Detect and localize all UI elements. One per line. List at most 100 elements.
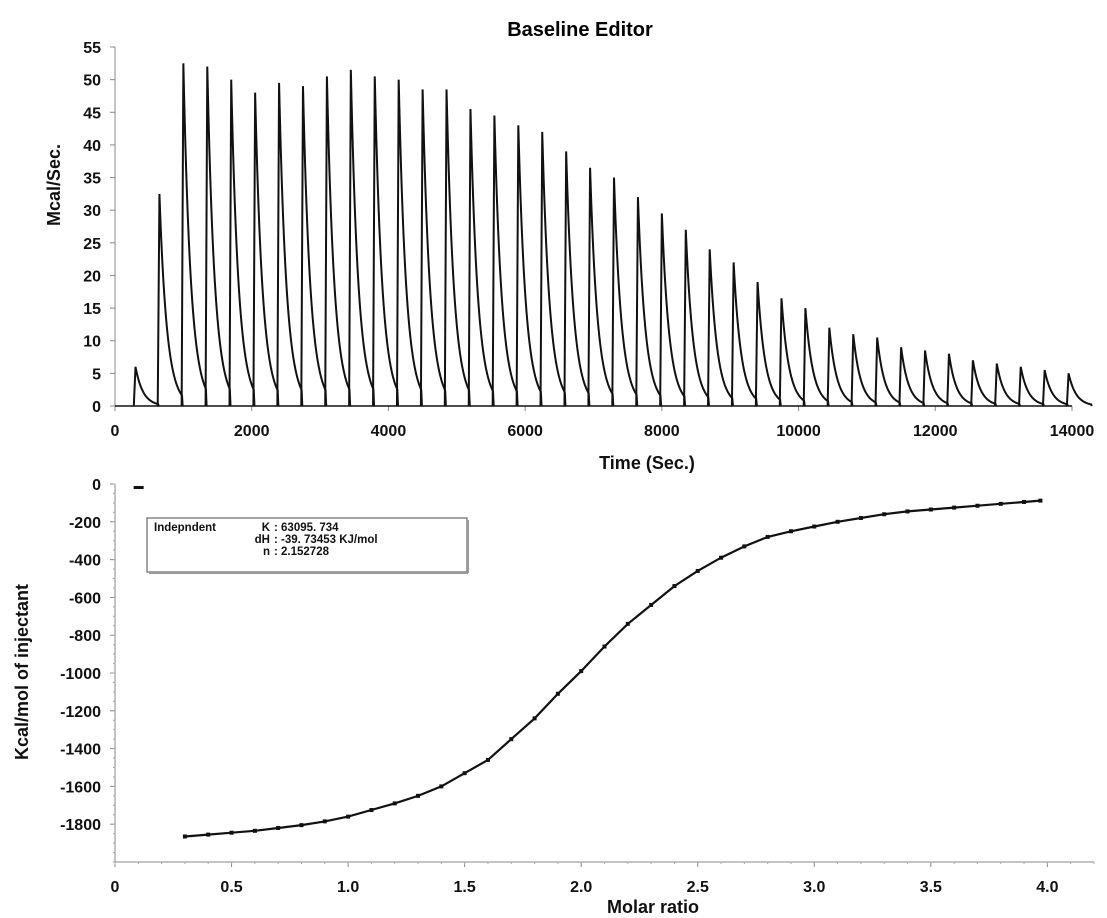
top-chart: Baseline Editor 0 5 10 15 20 25 30 35 40 45 50 55 0… bbox=[44, 19, 1094, 473]
data-point bbox=[602, 644, 607, 649]
bottom-y-tick-label: -1000 bbox=[60, 666, 101, 683]
injection-peak bbox=[180, 63, 208, 407]
data-point bbox=[276, 825, 281, 830]
bottom-x-ticks: 0 0.5 1.0 1.5 2.0 2.5 3.0 3.5 4.0 bbox=[111, 862, 1095, 896]
top-y-tick-label: 0 bbox=[92, 399, 101, 416]
top-series bbox=[115, 63, 1093, 407]
fit-param-n-key: n bbox=[263, 546, 270, 558]
data-point bbox=[182, 834, 187, 839]
top-y-tick-label: 5 bbox=[92, 366, 101, 383]
top-y-tick-label: 55 bbox=[83, 40, 101, 57]
top-y-tick-label: 15 bbox=[83, 301, 101, 318]
injection-peak bbox=[467, 108, 495, 407]
data-point bbox=[742, 544, 747, 549]
data-point bbox=[462, 771, 467, 776]
data-point bbox=[882, 512, 887, 517]
injection-peak bbox=[754, 281, 782, 407]
injection-peak bbox=[874, 337, 902, 407]
bottom-x-axis-label: Molar ratio bbox=[607, 897, 699, 917]
top-y-tick-label: 30 bbox=[83, 203, 101, 220]
data-point bbox=[439, 784, 444, 789]
top-y-tick-label: 20 bbox=[83, 268, 101, 285]
top-x-tick-label: 8000 bbox=[644, 423, 680, 440]
data-point bbox=[719, 555, 724, 560]
top-y-tick-label: 50 bbox=[83, 73, 101, 90]
injection-peak bbox=[372, 76, 399, 407]
bottom-x-tick-label: 2.5 bbox=[687, 879, 709, 896]
injection-peak bbox=[300, 86, 328, 407]
injection-peak bbox=[443, 89, 471, 407]
injection-peak bbox=[563, 151, 591, 407]
injection-peak bbox=[898, 347, 926, 407]
fit-param-k-key: K bbox=[262, 522, 271, 534]
data-point bbox=[579, 669, 584, 674]
top-x-tick-label: 12000 bbox=[913, 423, 958, 440]
injection-peak bbox=[802, 308, 830, 407]
injection-peak bbox=[539, 131, 567, 407]
top-x-axis-label: Time (Sec.) bbox=[599, 453, 695, 473]
injection-peak bbox=[922, 350, 950, 407]
data-point bbox=[905, 509, 910, 514]
bottom-y-tick-label: -800 bbox=[69, 628, 101, 645]
data-point bbox=[555, 691, 560, 696]
bottom-y-ticks: 0 -200 -400 -600 -800 -1000 -1200 -1400 -1600 -18… bbox=[60, 477, 115, 863]
fit-curve bbox=[184, 499, 1041, 838]
data-point bbox=[532, 716, 537, 721]
injection-peak bbox=[395, 79, 423, 407]
bottom-chart: 0 -200 -400 -600 -800 -1000 -1200 -1400 -1600 -18… bbox=[12, 477, 1095, 917]
chart-title: Baseline Editor bbox=[507, 19, 653, 41]
bottom-y-tick-label: -400 bbox=[69, 553, 101, 570]
fit-param-dh-value: : -39. 73453 KJ/mol bbox=[274, 534, 378, 546]
data-point bbox=[625, 621, 630, 626]
data-point bbox=[392, 801, 397, 806]
bottom-x-tick-label: 1.5 bbox=[454, 879, 476, 896]
data-point bbox=[952, 505, 957, 510]
injection-peak bbox=[730, 262, 758, 407]
bottom-y-tick-label: -1600 bbox=[60, 779, 101, 796]
injection-peak bbox=[1065, 373, 1093, 407]
data-point bbox=[1022, 499, 1027, 504]
data-point bbox=[998, 501, 1003, 506]
injection-peak bbox=[132, 366, 160, 407]
bottom-y-tick-label: 0 bbox=[92, 477, 101, 494]
data-point bbox=[928, 507, 933, 512]
data-point bbox=[695, 568, 700, 573]
fit-param-n-value: : 2.152728 bbox=[274, 546, 330, 558]
data-point bbox=[485, 757, 490, 762]
top-x-tick-label: 10000 bbox=[776, 423, 821, 440]
top-x-tick-label: 6000 bbox=[507, 423, 543, 440]
injection-peak bbox=[348, 69, 376, 407]
bottom-x-tick-label: 0.5 bbox=[220, 879, 242, 896]
bottom-y-tick-label: -1800 bbox=[60, 817, 101, 834]
data-point bbox=[229, 830, 234, 835]
bottom-x-tick-label: 1.0 bbox=[337, 879, 359, 896]
bottom-y-axis-label: Kcal/mol of injectant bbox=[12, 584, 32, 760]
data-point bbox=[322, 819, 327, 824]
injection-peak bbox=[946, 353, 974, 407]
injection-peak bbox=[1041, 369, 1069, 407]
injection-peak bbox=[324, 76, 352, 407]
injection-peak bbox=[706, 249, 734, 407]
bottom-x-tick-label: 3.0 bbox=[803, 879, 825, 896]
injection-peak bbox=[970, 360, 998, 407]
bottom-x-tick-label: 4.0 bbox=[1036, 879, 1058, 896]
origin-marker bbox=[133, 486, 144, 489]
injection-peak bbox=[228, 79, 256, 407]
fit-param-dh-key: dH bbox=[255, 534, 270, 546]
top-x-tick-label: 2000 bbox=[234, 423, 270, 440]
bottom-x-tick-label: 3.5 bbox=[920, 879, 942, 896]
top-x-tick-label: 0 bbox=[111, 423, 120, 440]
injection-peak bbox=[515, 125, 543, 407]
data-point bbox=[369, 808, 374, 813]
data-point bbox=[416, 793, 421, 798]
fit-parameters-box: Indepndent K : 63095. 734 dH : -39. 7345… bbox=[146, 517, 469, 574]
top-y-axis-label: Mcal/Sec. bbox=[44, 144, 64, 226]
top-x-ticks: 0 2000 4000 6000 8000 10000 12000 14000 bbox=[111, 406, 1094, 440]
injection-peak bbox=[826, 327, 854, 407]
top-y-tick-label: 10 bbox=[83, 334, 101, 351]
bottom-y-tick-label: -1400 bbox=[60, 742, 101, 759]
data-point bbox=[765, 534, 770, 539]
injection-peak bbox=[850, 334, 878, 407]
data-point bbox=[346, 814, 351, 819]
